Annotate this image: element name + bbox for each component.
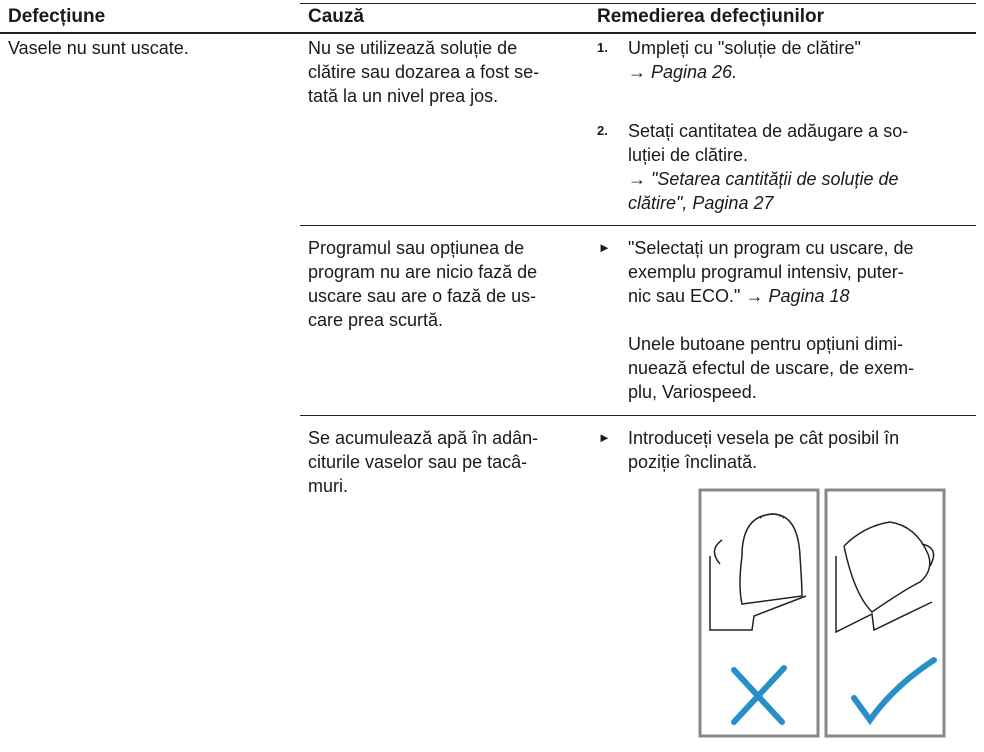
remedy-link: → "Setarea cantității de soluție de	[628, 169, 899, 189]
rule	[300, 415, 976, 416]
cup-detail	[759, 513, 785, 519]
remedy-line: Unele butoane pentru opțiuni dimi-	[628, 334, 904, 354]
cause-line: tată la un nivel prea jos.	[308, 86, 499, 106]
cause-line: program nu are nicio fază de	[308, 262, 538, 282]
remedy-line: nic sau ECO." → Pagina 18	[628, 284, 850, 308]
remedy-text: nic sau ECO."	[628, 286, 741, 306]
cup-tilted	[843, 521, 931, 613]
step-number: 2.	[597, 123, 608, 138]
remedy-link: → Pagina 26.	[628, 62, 738, 82]
cup-handle	[921, 543, 935, 567]
remedy-line: Setați cantitatea de adăugare a so-	[628, 121, 909, 141]
cause-line: Programul sau opțiunea de	[308, 238, 525, 258]
remedy-line: plu, Variospeed.	[628, 382, 757, 402]
remedy-link: → Pagina 18	[745, 286, 850, 306]
cause-line: clătire sau dozarea a fost se-	[308, 62, 540, 82]
fault: Vasele nu sunt uscate.	[8, 38, 189, 58]
cause-line: care prea scurtă.	[308, 310, 444, 330]
remedy-line: Umpleți cu "soluție de clătire"	[628, 38, 861, 58]
remedy-line: Introduceți vesela pe cât posibil în	[628, 428, 900, 448]
remedy-line: poziție înclinată.	[628, 452, 758, 472]
remedy-line: exemplu programul intensiv, puter-	[628, 262, 904, 282]
remedy-link: clătire", Pagina 27	[628, 193, 774, 213]
header-cell: Cauză	[308, 6, 364, 27]
bullet: ►	[598, 430, 611, 445]
illustration	[698, 488, 946, 738]
rack	[835, 556, 933, 634]
frame	[698, 488, 820, 738]
bullet: ►	[598, 240, 611, 255]
cause-line: Nu se utilizează soluție de	[308, 38, 518, 58]
cause-line: Se acumulează apă în adân-	[308, 428, 539, 448]
remedy-line: "Selectați un program cu uscare, de	[628, 238, 914, 258]
header-cell: Defecțiune	[8, 6, 106, 27]
frame	[824, 488, 946, 738]
cup-upright	[713, 513, 803, 605]
cause-line: uscare sau are o fază de us-	[308, 286, 537, 306]
step-number: 1.	[597, 40, 608, 55]
rule	[300, 3, 976, 4]
rule	[300, 225, 976, 226]
remedy-line: luției de clătire.	[628, 145, 749, 165]
check-mark	[851, 657, 937, 726]
rack	[709, 556, 807, 631]
remedy-line: nuează efectul de uscare, de exem-	[628, 358, 915, 378]
rule	[0, 32, 976, 34]
cross-mark	[731, 665, 787, 725]
cause-line: muri.	[308, 476, 348, 496]
header-cell: Remedierea defecțiunilor	[597, 6, 825, 27]
cause-line: citurile vaselor sau pe tacâ-	[308, 452, 528, 472]
